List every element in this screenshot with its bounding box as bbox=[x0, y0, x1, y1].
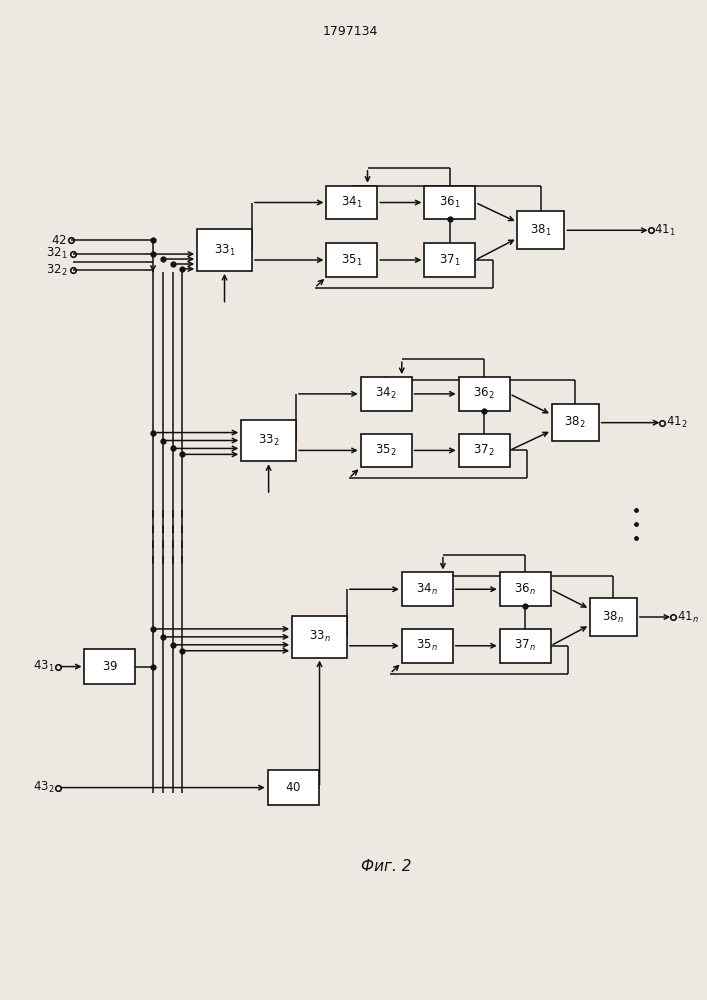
Bar bbox=[424, 243, 475, 277]
Bar bbox=[292, 616, 347, 658]
Text: $35_n$: $35_n$ bbox=[416, 638, 438, 653]
Bar bbox=[361, 434, 411, 467]
Bar bbox=[518, 211, 564, 249]
Text: $35_2$: $35_2$ bbox=[375, 443, 397, 458]
Bar bbox=[500, 572, 551, 606]
Text: $38_n$: $38_n$ bbox=[602, 609, 624, 625]
Text: $37_1$: $37_1$ bbox=[439, 252, 460, 268]
Bar bbox=[459, 434, 510, 467]
Bar bbox=[268, 770, 319, 805]
Text: $36_n$: $36_n$ bbox=[514, 582, 536, 597]
Bar bbox=[424, 186, 475, 219]
Text: $40$: $40$ bbox=[285, 781, 301, 794]
Text: $34_1$: $34_1$ bbox=[341, 195, 363, 210]
Text: $38_1$: $38_1$ bbox=[530, 223, 551, 238]
Bar bbox=[500, 629, 551, 663]
Text: $41_n$: $41_n$ bbox=[677, 609, 699, 625]
Text: Фиг. 2: Фиг. 2 bbox=[361, 859, 411, 874]
Text: $39$: $39$ bbox=[102, 660, 118, 673]
Text: $33_1$: $33_1$ bbox=[214, 243, 235, 258]
Text: $42$: $42$ bbox=[51, 234, 67, 247]
Bar bbox=[361, 377, 411, 411]
Text: $36_2$: $36_2$ bbox=[473, 386, 495, 401]
Text: $37_2$: $37_2$ bbox=[473, 443, 495, 458]
Text: $33_n$: $33_n$ bbox=[309, 629, 330, 644]
Bar bbox=[590, 598, 637, 636]
Text: $43_1$: $43_1$ bbox=[33, 659, 54, 674]
Bar bbox=[327, 243, 378, 277]
Bar bbox=[84, 649, 136, 684]
Bar bbox=[402, 629, 452, 663]
Text: $41_2$: $41_2$ bbox=[666, 415, 688, 430]
Bar bbox=[402, 572, 452, 606]
Text: $36_1$: $36_1$ bbox=[439, 195, 460, 210]
Text: $37_n$: $37_n$ bbox=[514, 638, 536, 653]
Text: $43_2$: $43_2$ bbox=[33, 780, 54, 795]
Text: $34_2$: $34_2$ bbox=[375, 386, 397, 401]
Text: $32_1$: $32_1$ bbox=[46, 246, 68, 261]
Text: $38_2$: $38_2$ bbox=[564, 415, 586, 430]
Text: 1797134: 1797134 bbox=[322, 25, 378, 38]
Text: $33_2$: $33_2$ bbox=[258, 433, 279, 448]
Text: $34_n$: $34_n$ bbox=[416, 582, 438, 597]
Bar bbox=[459, 377, 510, 411]
Bar bbox=[197, 229, 252, 271]
Bar bbox=[327, 186, 378, 219]
Text: $32_2$: $32_2$ bbox=[47, 263, 68, 278]
Bar bbox=[241, 420, 296, 461]
Bar bbox=[551, 404, 599, 441]
Text: $35_1$: $35_1$ bbox=[341, 252, 363, 268]
Text: $41_1$: $41_1$ bbox=[655, 223, 676, 238]
